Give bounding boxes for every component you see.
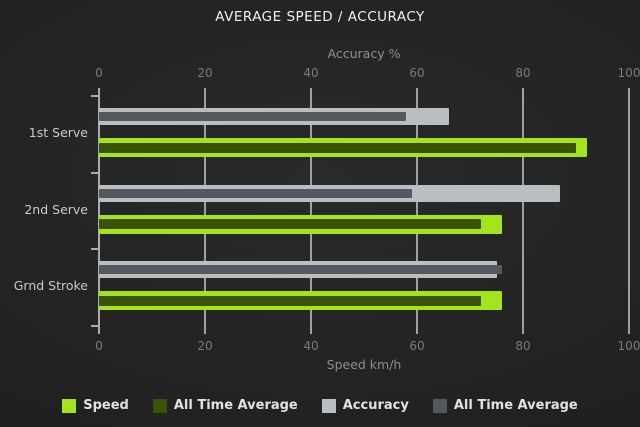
top-tick-40: 40 bbox=[303, 66, 319, 80]
bottom-tick-80: 80 bbox=[515, 339, 531, 353]
bottom-tick-100: 100 bbox=[617, 339, 640, 353]
chart-legend: Speed All Time Average Accuracy All Time… bbox=[0, 398, 640, 413]
speed-alltime-bar-1st-serve bbox=[99, 142, 576, 153]
speed-alltime-swatch-icon bbox=[152, 398, 167, 413]
accuracy-alltime-bar-grnd-stroke bbox=[99, 265, 502, 275]
top-tick-0: 0 bbox=[95, 66, 103, 80]
bottom-axis-title: Speed km/h bbox=[326, 357, 402, 372]
speed-alltime-bar-grnd-stroke bbox=[99, 295, 481, 306]
speed-swatch-icon bbox=[62, 398, 77, 413]
legend-label: Accuracy bbox=[342, 398, 409, 413]
bottom-tick-0: 0 bbox=[95, 339, 103, 353]
category-tick bbox=[91, 325, 100, 327]
gridline bbox=[628, 88, 630, 334]
bottom-tick-20: 20 bbox=[197, 339, 213, 353]
speed-alltime-bar-2nd-serve bbox=[99, 219, 481, 230]
top-tick-60: 60 bbox=[409, 66, 425, 80]
legend-item-speed-alltime: All Time Average bbox=[152, 398, 298, 413]
accuracy-alltime-bar-2nd-serve bbox=[99, 188, 412, 198]
top-axis-title: Accuracy % bbox=[327, 46, 401, 61]
gridline bbox=[416, 88, 418, 334]
legend-item-accuracy: Accuracy bbox=[321, 398, 409, 413]
legend-label: All Time Average bbox=[453, 398, 578, 413]
bottom-tick-60: 60 bbox=[409, 339, 425, 353]
top-tick-20: 20 bbox=[197, 66, 213, 80]
category-tick bbox=[91, 95, 100, 97]
category-tick bbox=[91, 171, 100, 174]
value-axis-line bbox=[98, 88, 100, 334]
category-tick bbox=[91, 248, 100, 251]
gridline bbox=[310, 88, 312, 334]
chart-title: AVERAGE SPEED / ACCURACY bbox=[215, 9, 425, 25]
gridline bbox=[204, 88, 206, 334]
category-label-2nd-serve: 2nd Serve bbox=[24, 201, 88, 217]
accuracy-alltime-bar-1st-serve bbox=[99, 112, 407, 121]
legend-item-accuracy-alltime: All Time Average bbox=[432, 398, 578, 413]
top-tick-100: 100 bbox=[617, 66, 640, 80]
gridline bbox=[522, 88, 524, 334]
accuracy-swatch-icon bbox=[321, 398, 336, 413]
legend-label: All Time Average bbox=[173, 398, 298, 413]
legend-label: Speed bbox=[83, 398, 129, 413]
legend-item-speed: Speed bbox=[62, 398, 129, 413]
category-label-1st-serve: 1st Serve bbox=[28, 125, 88, 140]
category-label-grnd-stroke: Grnd Stroke bbox=[13, 278, 88, 294]
accuracy-alltime-swatch-icon bbox=[432, 398, 447, 413]
bottom-tick-40: 40 bbox=[303, 339, 319, 353]
top-tick-80: 80 bbox=[515, 66, 531, 80]
